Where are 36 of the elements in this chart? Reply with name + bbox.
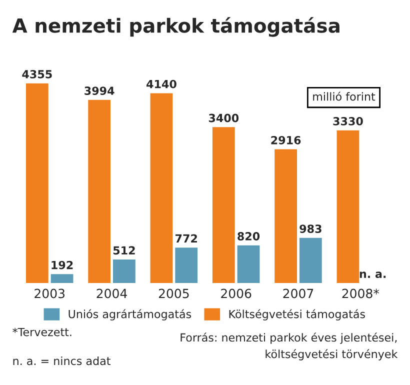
data-label: 3994 [84, 86, 114, 95]
data-label: 4140 [146, 80, 176, 88]
x-tick-label: 2007 [283, 288, 314, 298]
data-label: 772 [176, 234, 197, 242]
x-tick-label: 2006 [221, 288, 252, 298]
annotation: millió forint [313, 92, 376, 101]
bar [336, 130, 360, 283]
chart-title: A nemzeti parkok támogatása [12, 17, 340, 37]
data-label: 3330 [333, 116, 363, 126]
bar [212, 127, 235, 283]
data-label: 2916 [271, 136, 301, 144]
data-label: 820 [238, 232, 260, 240]
bar [26, 83, 48, 283]
data-label: 3400 [208, 114, 239, 122]
bar [274, 149, 297, 283]
data-label: 192 [52, 260, 73, 270]
legend-label: Költségvetési támogatás [229, 309, 365, 320]
bar [88, 100, 111, 283]
x-tick-label: 2005 [158, 288, 189, 298]
x-tick-label: 2008* [342, 288, 380, 298]
x-tick-label: 2004 [96, 288, 127, 298]
bar [299, 238, 322, 283]
annotation: n. a. [360, 272, 386, 278]
bar [113, 260, 136, 283]
bar [237, 245, 260, 283]
x-tick-label: 2003 [34, 288, 64, 298]
bar [175, 248, 198, 283]
data-label: 4355 [22, 70, 52, 78]
text: *Tervezett. [12, 328, 72, 336]
data-label: 512 [113, 246, 135, 255]
bar [50, 274, 74, 283]
text: n. a. = nincs adat [13, 356, 110, 366]
data-label: 983 [300, 224, 322, 233]
bar [150, 93, 173, 283]
legend-label: Uniós agrártámogatás [68, 309, 192, 320]
text: Forrás: nemzeti parkok éves jelentései, költségvetési törvények [180, 332, 398, 360]
